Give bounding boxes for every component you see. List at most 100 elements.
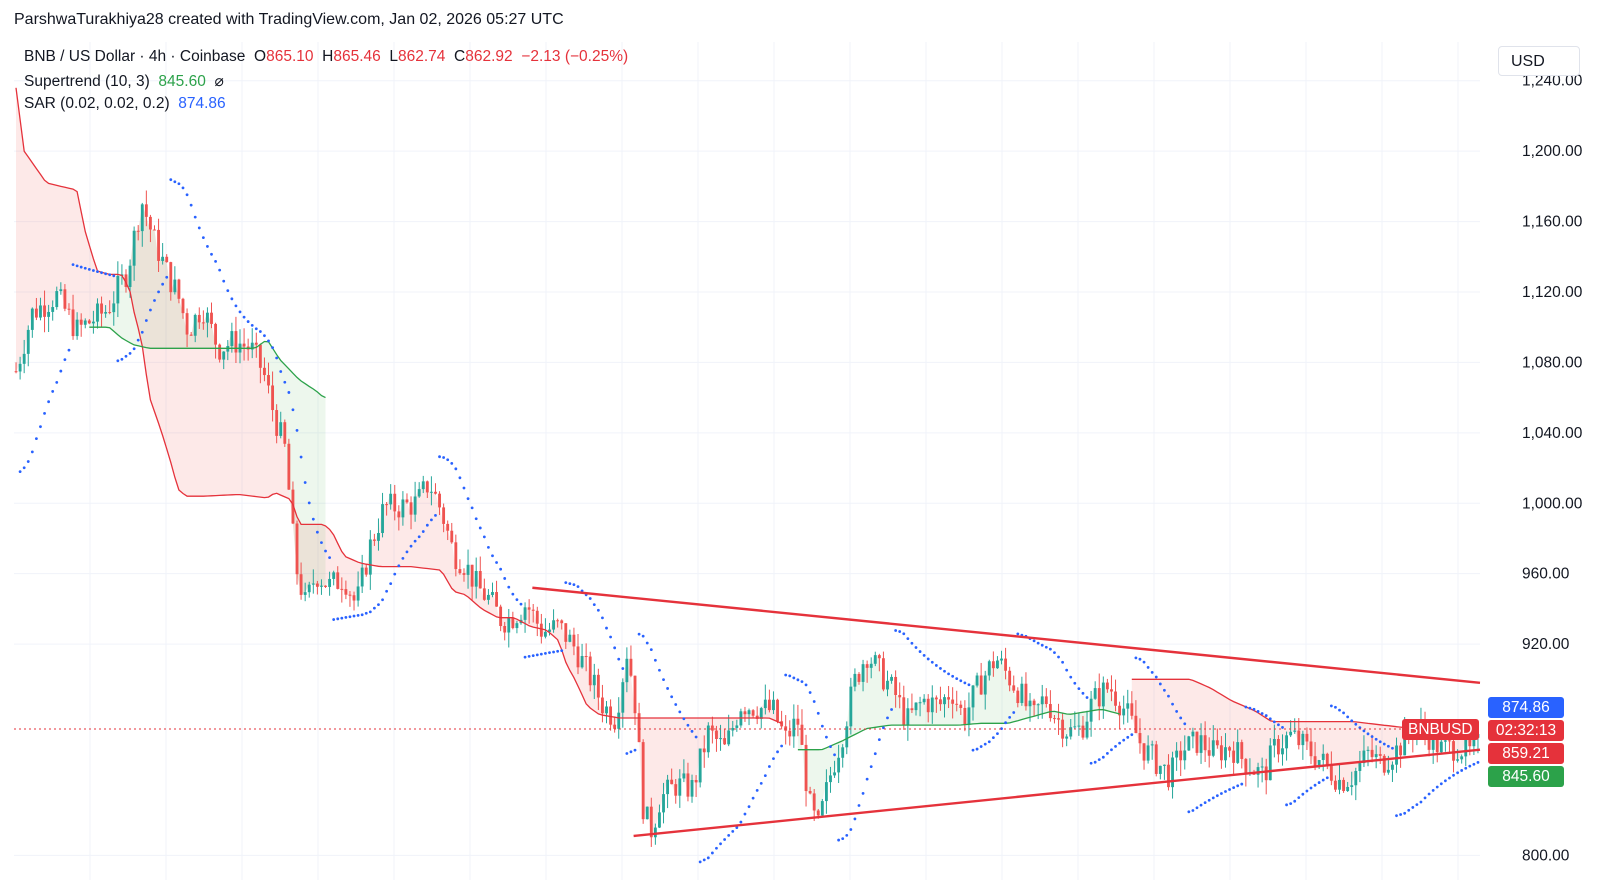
candle-body	[743, 711, 747, 715]
sar-dot	[1448, 776, 1451, 780]
sar-dot	[902, 632, 906, 636]
candle-body	[1114, 691, 1117, 706]
candle-body	[67, 308, 71, 310]
candle-body	[1281, 748, 1284, 755]
candle-body	[975, 675, 979, 686]
sar-dot	[808, 691, 812, 694]
sar-dot	[482, 535, 486, 539]
sar-dot	[1313, 783, 1317, 787]
supertrend-fill	[1131, 679, 1478, 791]
sar-dot	[951, 674, 955, 678]
sar-dot	[454, 467, 458, 471]
low-label: L	[389, 48, 398, 65]
sar-dot	[601, 616, 604, 620]
currency-button[interactable]: USD	[1498, 46, 1580, 76]
candle-body	[242, 343, 246, 347]
candle-body	[629, 658, 633, 676]
candle-body	[719, 738, 722, 740]
sar-dot	[776, 750, 779, 754]
sar-dot	[1362, 729, 1366, 733]
candle-body	[364, 567, 368, 575]
supertrend-legend[interactable]: Supertrend (10, 3) 845.60 ⌀	[24, 72, 224, 91]
sar-dot	[210, 252, 213, 256]
candle-body	[1268, 745, 1272, 781]
sar-dot	[914, 646, 918, 649]
chart-credit: ParshwaTurakhiya28 created with TradingV…	[14, 11, 564, 28]
sar-dot	[784, 673, 788, 677]
sar-dot	[307, 501, 311, 505]
candle-body	[1032, 700, 1036, 706]
close-value: 862.92	[465, 48, 513, 65]
candle-body	[96, 303, 99, 322]
candle-body	[425, 481, 429, 493]
sar-dot	[812, 700, 816, 703]
candle-body	[1126, 703, 1130, 709]
sar-dot	[816, 711, 820, 715]
sar-dot	[1040, 643, 1044, 647]
candle-body	[311, 583, 315, 585]
sar-dot	[1293, 799, 1297, 803]
candle-body	[499, 606, 503, 627]
candle-body	[1122, 708, 1126, 716]
sar-dot	[645, 641, 649, 645]
sar-dot	[201, 236, 205, 240]
candle-body	[1069, 727, 1073, 737]
sar-dot	[1057, 655, 1060, 659]
sar-dot	[397, 564, 401, 568]
candle-body	[206, 312, 209, 323]
sar-dot	[421, 530, 425, 533]
candle-body	[731, 727, 735, 731]
ohlc-legend: BNB / US Dollar · 4h · Coinbase O865.10 …	[24, 48, 628, 66]
sar-dot	[434, 514, 437, 517]
candle-body	[446, 523, 450, 531]
sar-dot	[983, 742, 987, 746]
candle-body	[104, 312, 108, 314]
sar-dot	[1146, 666, 1150, 669]
candle-body	[1146, 745, 1150, 761]
candle-body	[947, 697, 951, 700]
sar-dot	[1289, 802, 1293, 806]
sar-dot	[149, 308, 152, 312]
sar-dot	[947, 672, 950, 676]
candle-body	[185, 313, 189, 335]
sar-dot	[1032, 639, 1036, 643]
sar-dot	[523, 655, 527, 659]
sar-dot	[1468, 764, 1472, 768]
sar-dot	[393, 572, 397, 576]
sar-dot	[214, 259, 217, 263]
candle-body	[434, 491, 437, 494]
sar-dot	[666, 687, 669, 690]
candle-body	[1240, 742, 1244, 759]
candle-body	[51, 307, 55, 312]
sar-dot	[633, 748, 637, 752]
candle-body	[320, 585, 323, 587]
sar-dot	[1081, 691, 1085, 695]
hidden-icon[interactable]: ⌀	[214, 73, 224, 90]
sar-dot	[1118, 741, 1122, 745]
candle-body	[181, 298, 185, 314]
candle-body	[1382, 755, 1386, 773]
sar-dot	[75, 264, 79, 268]
candle-body	[820, 801, 824, 816]
sar-dot	[1423, 796, 1427, 800]
candle-body	[588, 656, 592, 686]
sar-dot	[939, 667, 942, 670]
candle-body	[609, 706, 613, 725]
sar-dot	[1305, 789, 1309, 793]
candle-body	[214, 323, 218, 345]
candle-body	[1012, 685, 1016, 691]
sar-legend[interactable]: SAR (0.02, 0.02, 0.2) 874.86	[24, 95, 226, 113]
sar-dot	[87, 267, 91, 271]
y-tick-label: 1,000.00	[1522, 495, 1583, 512]
symbol-title[interactable]: BNB / US Dollar · 4h · Coinbase	[24, 48, 246, 65]
sar-dot	[592, 603, 596, 607]
candle-body	[1134, 715, 1138, 734]
sar-dot	[511, 592, 515, 596]
sar-dot	[596, 608, 600, 612]
sar-dot	[739, 820, 743, 824]
candle-body	[59, 289, 63, 292]
candle-body	[1020, 683, 1024, 704]
sar-dot	[401, 556, 405, 560]
candle-body	[1040, 696, 1044, 705]
